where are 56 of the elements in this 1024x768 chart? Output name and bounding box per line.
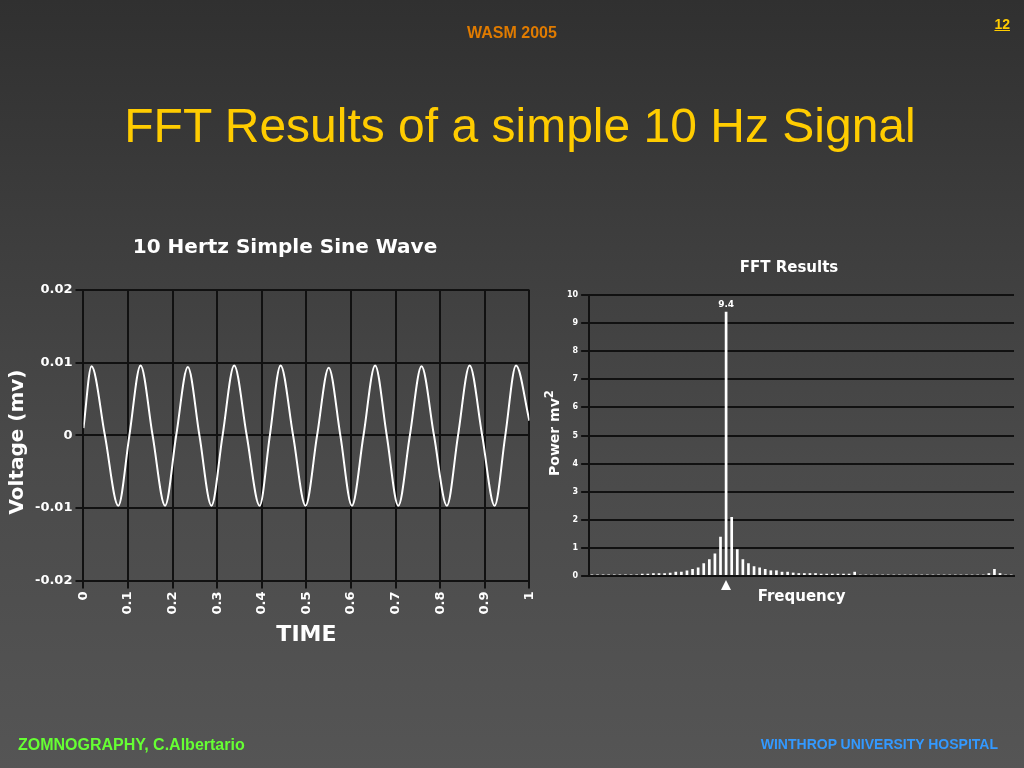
bar [993,568,996,575]
text: 12 [993,16,1010,32]
x-tick-label: 0.4 [253,591,269,615]
y-tick-label: 5 [572,430,579,440]
x-tick-label: 0 [74,591,90,601]
y-tick-label: 2 [572,514,579,524]
y-tick-label: 0 [63,426,73,442]
chart-title: 10 Hertz Simple Sine Wave [132,234,438,259]
bar [735,549,739,575]
text: FFT Results of a simple 10 Hz Signal [123,98,917,153]
data-label: 9.4 [718,298,735,309]
x-tick-label: 0.5 [297,591,313,615]
y-tick-label: 8 [572,346,579,356]
bar [680,571,683,575]
bar [763,568,767,575]
x-axis-title: Frequency [757,586,846,605]
y-tick-label: 0 [572,571,579,581]
x-tick-label: 0.2 [164,591,180,615]
bar [674,571,678,575]
bar [853,571,857,575]
bar [758,567,761,575]
text: ZOMNOGRAPHY, C.Albertario [18,736,245,754]
x-axis-title: TIME [276,620,337,646]
y-tick-label: 0.01 [40,354,73,370]
y-tick-label: -0.01 [34,499,73,515]
y-tick-label: 10 [566,290,579,300]
bar [707,559,711,575]
x-tick-label: 0.6 [342,591,358,615]
bar [691,568,694,575]
bar [769,570,773,575]
bar [786,571,789,575]
x-tick-label: 0.3 [208,591,224,615]
y-tick-label: 0.02 [40,281,73,297]
x-tick-label: 0.1 [119,591,135,615]
x-tick-label: 0.8 [431,591,447,615]
bar [668,572,672,575]
y-tick-label: 3 [572,486,579,496]
y-tick-label: 7 [572,374,579,384]
y-tick-label: 1 [572,542,579,552]
x-tick-label: 0.7 [387,591,402,615]
text: WINTHROP UNIVERSITY HOSPITAL [759,736,998,752]
x-tick-label: 1 [520,591,536,601]
text: WASM 2005 [467,24,557,41]
x-tick-label: 0.9 [476,591,492,615]
bar [747,563,750,575]
bar [719,536,722,575]
y-axis-title: Voltage (mv) [4,369,28,515]
bar [775,570,778,575]
bar [702,563,706,575]
y-tick-label: 4 [572,458,579,468]
bar [730,516,734,575]
y-tick-label: 9 [572,318,579,328]
bar [791,572,795,575]
chart-title: FFT Results [739,257,839,276]
y-tick-label: -0.02 [34,571,73,587]
y-tick-label: 6 [572,402,579,412]
